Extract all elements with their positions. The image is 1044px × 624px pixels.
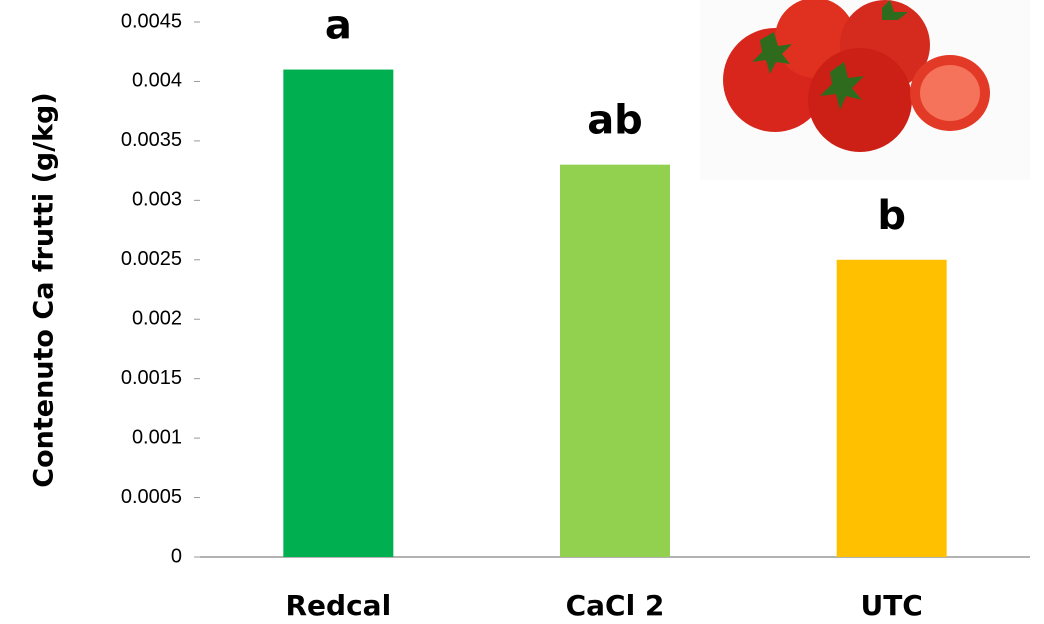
x-tick-label: CaCl 2 bbox=[566, 589, 665, 622]
tomato bbox=[808, 48, 912, 152]
significance-letter: ab bbox=[587, 98, 643, 144]
y-tick-label: 0.0025 bbox=[121, 248, 182, 270]
y-tick-label: 0.0045 bbox=[121, 10, 182, 32]
y-tick-label: 0.001 bbox=[132, 426, 182, 448]
tomato-stem bbox=[752, 32, 792, 74]
tomato-stem bbox=[820, 62, 864, 110]
y-axis-label: Contenuto Ca frutti (g/kg) bbox=[29, 92, 60, 487]
y-tick-label: 0.003 bbox=[132, 189, 182, 211]
y-tick-label: 0.0035 bbox=[121, 129, 182, 151]
y-tick-label: 0 bbox=[171, 545, 182, 567]
bar bbox=[560, 164, 670, 557]
x-tick-label: UTC bbox=[860, 589, 922, 622]
bar bbox=[836, 259, 947, 557]
tomato-stem bbox=[882, 0, 908, 20]
significance-letter: b bbox=[877, 193, 906, 239]
y-tick-label: 0.004 bbox=[132, 70, 182, 92]
y-tick-label: 0.0015 bbox=[121, 367, 182, 389]
y-tick-label: 0.0005 bbox=[121, 486, 182, 508]
y-tick-label: 0.002 bbox=[132, 308, 182, 330]
tomato-picture bbox=[700, 0, 1030, 180]
tomato-flesh bbox=[920, 65, 980, 121]
significance-letter: a bbox=[325, 3, 352, 49]
bar bbox=[283, 69, 394, 558]
x-tick-label: Redcal bbox=[285, 589, 391, 622]
